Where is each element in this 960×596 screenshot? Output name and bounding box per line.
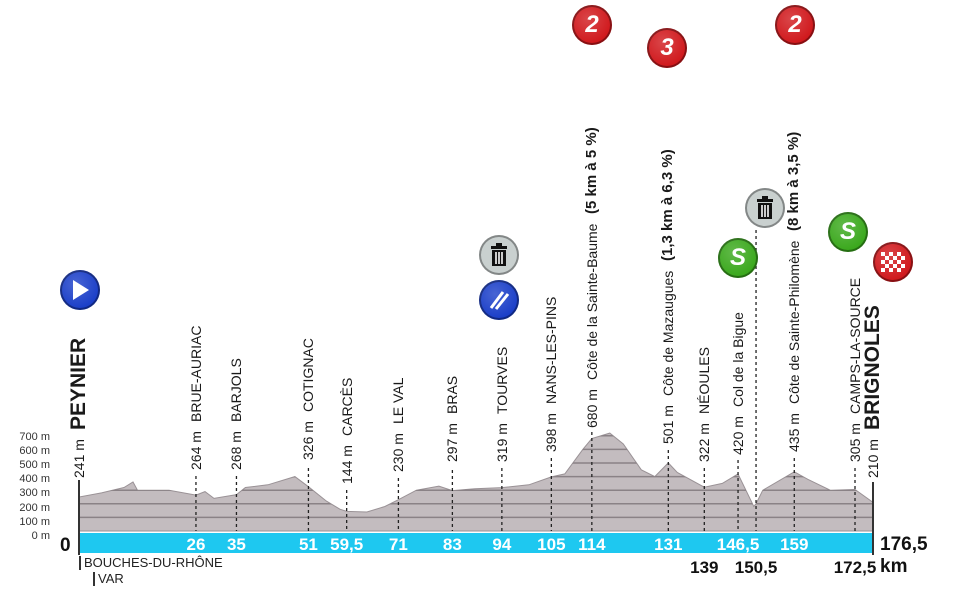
waypoint-label: 435 m Côte de Sainte-Philomène (8 km à 3,5… bbox=[785, 0, 803, 452]
waypoint-name: BRIGNOLES bbox=[861, 305, 884, 431]
y-tick-label: 400 m bbox=[19, 473, 50, 486]
waypoint-name: CARCÈS bbox=[338, 377, 355, 437]
y-tick-label: 600 m bbox=[19, 444, 50, 457]
climb-category-2-icon: 2 bbox=[572, 5, 612, 45]
waypoint-altitude: 398 m bbox=[543, 413, 560, 452]
waypoint-altitude: 322 m bbox=[696, 423, 713, 462]
km-tick-label: 35 bbox=[226, 535, 246, 554]
waypoint-altitude: 297 m bbox=[444, 423, 461, 462]
waypoint-label: 268 m BARJOLS bbox=[228, 0, 244, 470]
waypoint-label: 322 m NÉOULES bbox=[696, 0, 712, 462]
waypoint-label: 680 m Côte de la Sainte-Baume (5 km à 5 %) bbox=[582, 0, 600, 428]
km-tick-label: 131 bbox=[654, 535, 683, 554]
waste-zone-icon bbox=[479, 235, 519, 275]
waypoint-name: Col de la Bigue bbox=[730, 312, 747, 408]
waypoint-altitude: 241 m bbox=[71, 439, 87, 478]
waypoint-altitude: 210 m bbox=[865, 439, 881, 478]
y-tick-label: 0 m bbox=[31, 530, 50, 542]
km-tick-label: 159 bbox=[780, 535, 809, 554]
waypoint-altitude: 420 m bbox=[730, 416, 747, 455]
waypoint-name: Côte de la Sainte-Baume bbox=[583, 223, 600, 381]
sprint-icon: S bbox=[828, 212, 868, 252]
km-tick-label: 105 bbox=[537, 535, 566, 554]
km-tick-label: 150,5 bbox=[734, 558, 778, 577]
climb-details: (1,3 km à 6,3 %) bbox=[659, 149, 677, 261]
waypoint-altitude: 264 m bbox=[187, 431, 204, 470]
km-tick-label: 59,5 bbox=[330, 535, 364, 554]
km-tick-label: 51 bbox=[298, 535, 318, 554]
waypoint-name: Côte de Sainte-Philomène bbox=[786, 240, 803, 405]
waypoint-name: BARJOLS bbox=[228, 358, 245, 423]
waypoint-altitude: 144 m bbox=[338, 445, 355, 484]
waypoint-name: COTIGNAC bbox=[300, 338, 317, 413]
waypoint-name: BRAS bbox=[444, 375, 461, 415]
start-km-label: 0 bbox=[60, 535, 71, 556]
waypoint-name: NANS-LES-PINS bbox=[543, 296, 560, 405]
km-tick-label: 94 bbox=[492, 535, 512, 554]
km-tick-label: 114 bbox=[578, 535, 606, 554]
waypoint-altitude: 230 m bbox=[390, 433, 407, 472]
y-tick-label: 200 m bbox=[19, 501, 50, 514]
waypoint-name: LE VAL bbox=[390, 377, 407, 425]
km-tick-label: 71 bbox=[388, 535, 408, 554]
km-tick-label: 26 bbox=[186, 535, 206, 554]
climb-details: (8 km à 3,5 %) bbox=[785, 131, 803, 231]
climb-category-2-icon: 2 bbox=[775, 5, 815, 45]
waypoint-label: 241 m PEYNIER bbox=[67, 0, 90, 478]
waypoint-label: 230 m LE VAL bbox=[390, 0, 406, 472]
waypoint-name: PEYNIER bbox=[67, 337, 90, 431]
waypoint-altitude: 680 m bbox=[583, 389, 600, 428]
waypoint-name: BRUE-AURIAC bbox=[187, 325, 204, 423]
waypoint-altitude: 501 m bbox=[660, 405, 677, 444]
waypoint-label: 420 m Col de la Bigue bbox=[730, 0, 746, 455]
climb-category-3-icon: 3 bbox=[647, 28, 687, 68]
climb-details: (5 km à 5 %) bbox=[582, 126, 600, 214]
y-tick-label: 300 m bbox=[19, 487, 50, 500]
y-tick-label: 100 m bbox=[19, 515, 50, 528]
sprint-icon: S bbox=[718, 238, 758, 278]
waypoint-label: 264 m BRUE-AURIAC bbox=[188, 0, 204, 470]
km-tick-label: 83 bbox=[442, 535, 462, 554]
y-tick-label: 700 m bbox=[19, 430, 50, 443]
region-bouches-du-rhone: BOUCHES-DU-RHÔNE bbox=[79, 556, 223, 570]
waypoint-altitude: 268 m bbox=[228, 431, 245, 470]
y-tick-label: 500 m bbox=[19, 459, 50, 471]
waypoint-label: 398 m NANS-LES-PINS bbox=[543, 0, 559, 452]
waypoint-label: 319 m TOURVES bbox=[494, 0, 510, 462]
waypoint-name: TOURVES bbox=[493, 346, 510, 415]
waypoint-name: Côte de Mazaugues bbox=[660, 270, 677, 397]
finish-flag-icon bbox=[873, 242, 913, 282]
waste-zone-icon bbox=[745, 188, 785, 228]
waypoint-altitude: 326 m bbox=[300, 421, 317, 460]
start-arrow-icon bbox=[60, 270, 100, 310]
end-km-label: 176,5 km bbox=[880, 534, 928, 577]
waypoint-label: 210 m BRIGNOLES bbox=[861, 0, 884, 478]
waypoint-label: 326 m COTIGNAC bbox=[300, 0, 316, 460]
km-tick-label: 172,5 bbox=[833, 558, 877, 577]
waypoint-label: 144 m CARCÈS bbox=[339, 0, 355, 484]
waypoint-altitude: 319 m bbox=[493, 423, 510, 462]
distance-band bbox=[79, 533, 873, 553]
waypoint-name: NÉOULES bbox=[696, 347, 713, 415]
waypoint-altitude: 435 m bbox=[786, 413, 803, 452]
waypoint-label: 297 m BRAS bbox=[444, 0, 460, 462]
region-var: VAR bbox=[93, 572, 124, 586]
km-tick-label: 146,5 bbox=[716, 535, 760, 554]
km-tick-label: 139 bbox=[690, 558, 719, 577]
feed-zone-icon bbox=[479, 280, 519, 320]
